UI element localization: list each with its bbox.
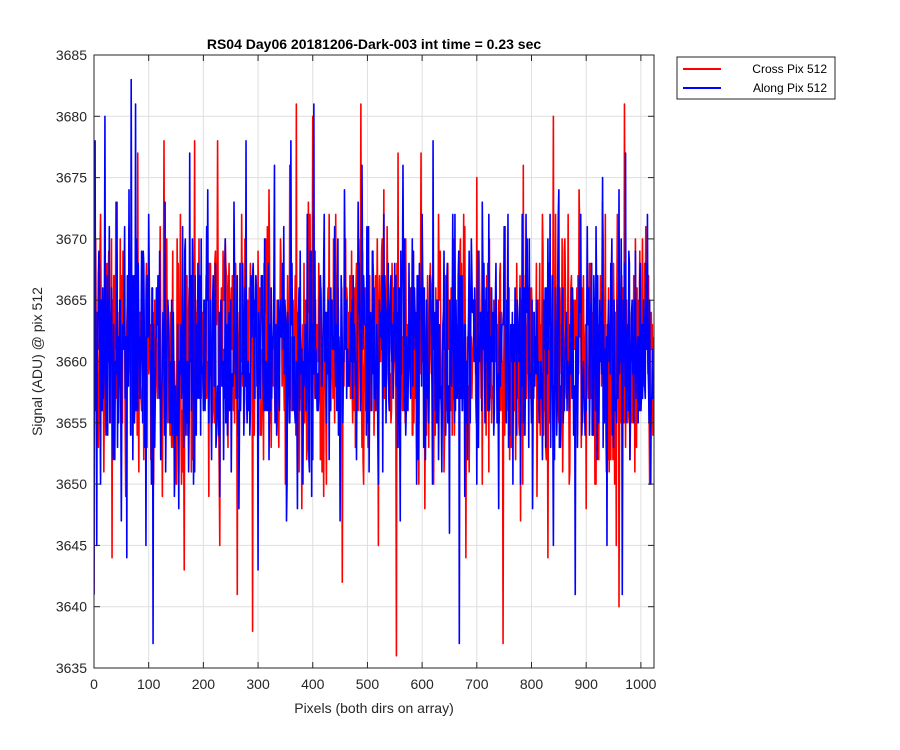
y-tick-label: 3685 [56,47,87,63]
x-tick-label: 1000 [625,676,656,692]
x-tick-label: 400 [301,676,325,692]
x-tick-label: 700 [465,676,489,692]
y-axis-title: Signal (ADU) @ pix 512 [29,287,45,436]
x-tick-label: 0 [90,676,98,692]
chart-title: RS04 Day06 20181206-Dark-003 int time = … [207,36,541,52]
y-tick-label: 3640 [56,599,87,615]
legend-label-cross-pix: Cross Pix 512 [752,62,827,76]
x-tick-label: 900 [575,676,599,692]
axis-ticks: 0 100 200 300 400 500 600 700 800 900 1000 3635 3640… [56,47,657,692]
legend-label-along-pix: Along Pix 512 [753,81,827,95]
series-layer [94,78,654,657]
y-tick-label: 3655 [56,415,87,431]
x-tick-label: 800 [520,676,544,692]
y-tick-label: 3680 [56,108,87,124]
y-tick-label: 3650 [56,476,87,492]
x-tick-label: 300 [246,676,270,692]
series-line-1 [94,78,654,645]
x-tick-label: 100 [137,676,161,692]
legend-box [676,56,836,100]
legend: Cross Pix 512 Along Pix 512 [676,56,836,100]
x-axis-title: Pixels (both dirs on array) [294,700,454,716]
y-tick-label: 3665 [56,292,87,308]
x-tick-label: 600 [410,676,434,692]
x-tick-label: 500 [356,676,380,692]
y-tick-label: 3675 [56,170,87,186]
y-tick-label: 3635 [56,660,87,676]
y-tick-label: 3670 [56,231,87,247]
x-tick-label: 200 [192,676,216,692]
y-tick-label: 3645 [56,537,87,553]
y-tick-label: 3660 [56,354,87,370]
